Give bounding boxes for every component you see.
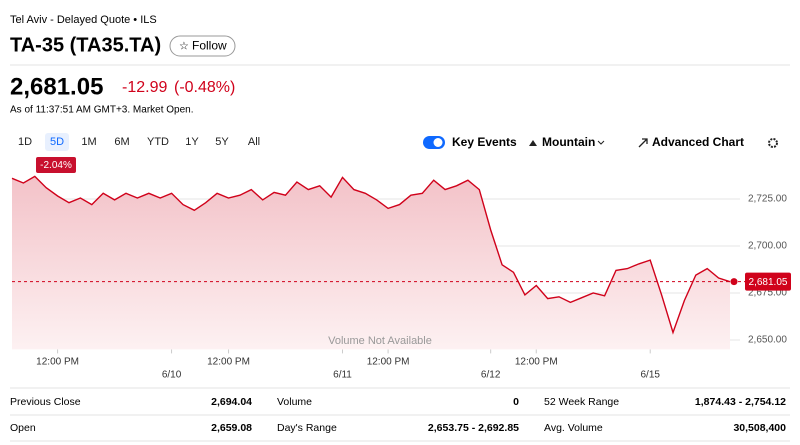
as-of: As of 11:37:51 AM GMT+3. Market Open. [10,105,194,116]
mountain-icon [529,140,537,146]
range-button[interactable]: 1D [18,136,32,148]
stat-label: Open [10,422,36,434]
stat-value: 0 [513,396,519,408]
x-tick-label: 6/10 [162,370,182,381]
x-tick-label: 12:00 PM [207,357,250,368]
follow-star: ☆ [179,40,189,52]
stat-label: Previous Close [10,396,81,408]
current-price-label: 2,681.05 [749,277,788,288]
range-button[interactable]: YTD [147,136,169,148]
settings-icon[interactable] [768,138,778,148]
change-pct: (-0.48%) [174,79,235,96]
annotation: Volume Not Available [328,335,432,347]
follow-button[interactable] [169,35,236,57]
x-tick-label: 6/12 [481,370,501,381]
y-tick-label: 2,675.00 [748,288,787,299]
caret [597,140,605,145]
x-tick-label: 6/11 [333,370,352,381]
key-events[interactable]: Key Events [452,135,517,149]
x-tick-label: 12:00 PM [367,357,410,368]
x-tick-label: 12:00 PM [515,357,558,368]
y-tick-label: 2,650.00 [748,335,787,346]
stat-value: 1,874.43 - 2,754.12 [695,396,786,408]
current-price-box [745,272,791,291]
stat-label: Avg. Volume [544,422,603,434]
range-button[interactable]: 1M [81,136,96,148]
title: TA-35 (TA35.TA) [10,34,161,56]
range-button[interactable]: All [248,136,260,148]
chart-style[interactable]: Mountain [542,135,595,149]
stat-value: 30,508,400 [733,422,786,434]
exchange: Tel Aviv - Delayed Quote • ILS [10,14,157,26]
stat-value: 2,653.75 - 2,692.85 [428,422,519,434]
stat-value: 2,694.04 [211,396,252,408]
stat-label: 52 Week Range [544,396,619,408]
range-change: -2.04% [40,160,72,171]
price: 2,681.05 [10,73,103,100]
follow-label: Follow [192,39,227,53]
x-tick-label: 12:00 PM [36,357,79,368]
change: -12.99 [122,79,167,96]
price-line [11,175,731,335]
stat-label: Volume [277,396,312,408]
y-tick-label: 2,725.00 [748,194,787,205]
area [12,176,730,350]
current-dot [730,278,738,286]
advanced-chart[interactable]: Advanced Chart [652,135,744,149]
range-selected [45,133,69,151]
range-button[interactable]: 6M [114,136,129,148]
range-change-badge [36,157,76,173]
stat-value: 2,659.08 [211,422,252,434]
y-tick-label: 2,700.00 [748,241,787,252]
range-button[interactable]: 5D [50,136,64,148]
stat-label: Day's Range [277,422,337,434]
x-tick-label: 6/15 [640,370,660,381]
range-button[interactable]: 5Y [215,136,229,148]
toggle-knob [433,138,443,147]
expand-icon [638,138,648,148]
range-button[interactable]: 1Y [185,136,199,148]
